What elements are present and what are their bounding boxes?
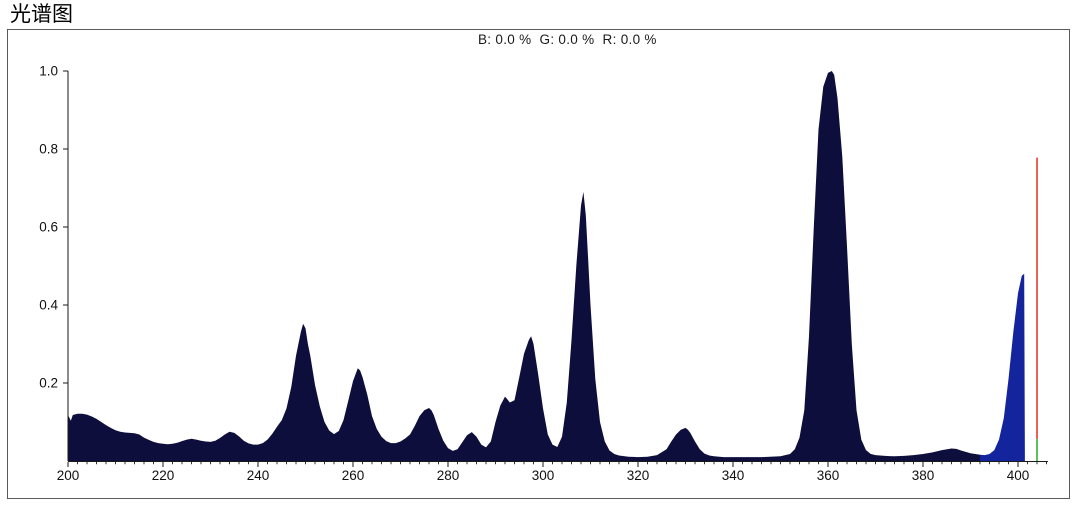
- x-tick-label: 280: [437, 468, 460, 483]
- x-tick-label: 260: [342, 468, 365, 483]
- x-tick-label: 240: [247, 468, 270, 483]
- x-tick-label: 200: [57, 468, 80, 483]
- uv-spectrum-area: [68, 71, 980, 461]
- x-tick-label: 400: [1007, 468, 1030, 483]
- visible-spectrum-area: [980, 273, 1025, 461]
- panel-title: 光谱图: [8, 2, 75, 28]
- x-tick-label: 380: [912, 468, 935, 483]
- x-tick-label: 360: [817, 468, 840, 483]
- x-tick-label: 320: [627, 468, 650, 483]
- y-tick-label: 0.8: [39, 142, 58, 157]
- y-tick-label: 0.4: [39, 298, 58, 313]
- x-tick-label: 300: [532, 468, 555, 483]
- y-tick-label: 1.0: [39, 64, 58, 79]
- y-tick-label: 0.6: [39, 220, 58, 235]
- x-tick-label: 220: [152, 468, 175, 483]
- x-tick-label: 340: [722, 468, 745, 483]
- rgb-channel-readout: B: 0.0 % G: 0.0 % R: 0.0 %: [478, 32, 657, 47]
- y-tick-label: 0.2: [39, 376, 58, 391]
